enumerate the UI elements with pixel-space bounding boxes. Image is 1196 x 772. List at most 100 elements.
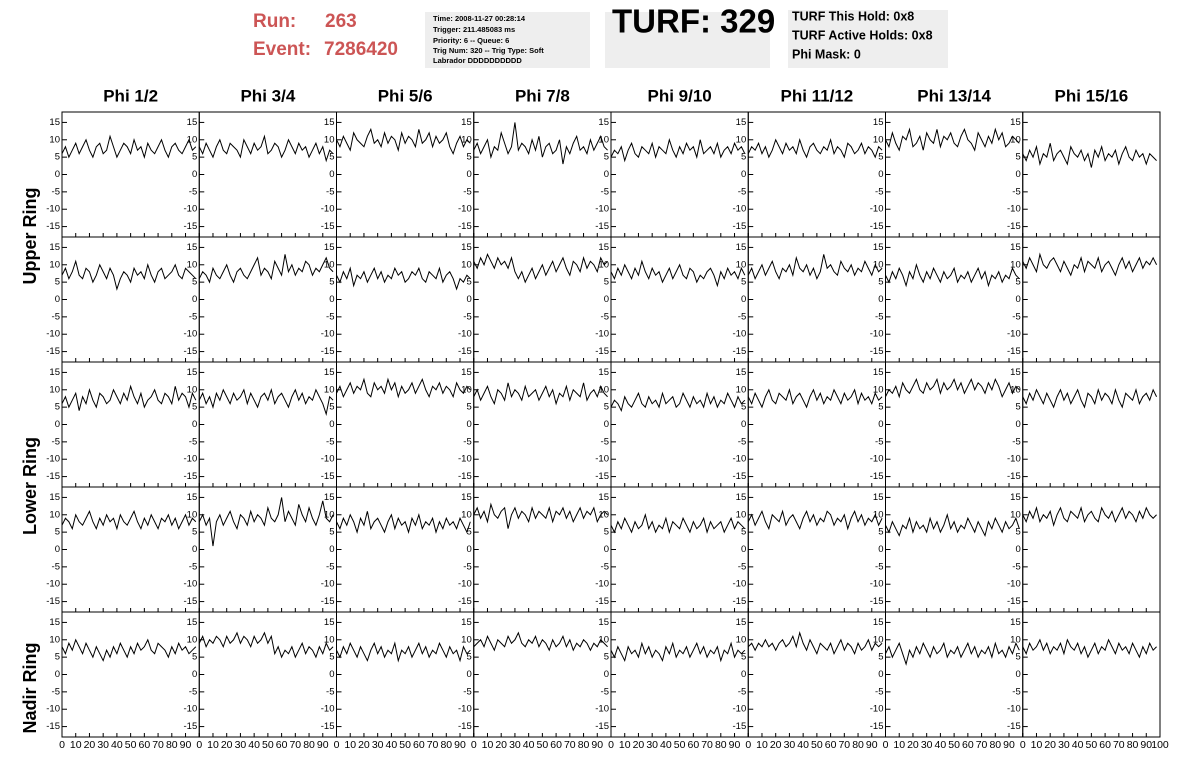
waveform <box>61 259 197 291</box>
x-tick-label: 0 <box>59 739 65 751</box>
waveform <box>885 512 1020 538</box>
column-header: Phi 15/16 <box>1055 86 1129 105</box>
column-header: Phi 1/2 <box>103 86 158 105</box>
y-tick-label: -5 <box>52 311 60 322</box>
y-tick-label: 10 <box>324 384 335 395</box>
waveform <box>473 502 608 529</box>
x-tick-label: 40 <box>523 739 535 751</box>
y-tick-label: 5 <box>192 402 197 413</box>
y-tick-label: 0 <box>55 419 60 430</box>
y-tick-label: 0 <box>741 294 746 305</box>
y-tick-label: -15 <box>733 721 747 732</box>
waveform <box>473 382 608 406</box>
y-tick-label: 10 <box>598 634 609 645</box>
y-tick-label: -15 <box>46 596 60 607</box>
y-tick-label: -10 <box>870 204 884 215</box>
y-tick-label: -10 <box>1007 204 1021 215</box>
y-tick-label: 5 <box>741 402 746 413</box>
info-line: Priority: 6 -- Queue: 6 <box>433 36 509 45</box>
column-header: Phi 11/12 <box>780 86 853 105</box>
y-tick-label: 15 <box>187 492 198 503</box>
y-tick-label: 10 <box>736 134 747 145</box>
y-tick-label: -15 <box>595 596 609 607</box>
y-tick-label: -5 <box>463 311 471 322</box>
y-tick-label: -5 <box>738 311 746 322</box>
y-tick-label: 15 <box>49 492 60 503</box>
y-tick-label: -5 <box>601 311 609 322</box>
y-tick-label: 10 <box>598 134 609 145</box>
y-tick-label: 10 <box>49 259 60 270</box>
y-tick-label: -5 <box>326 686 334 697</box>
y-tick-label: -5 <box>1012 436 1020 447</box>
x-tick-label: 70 <box>564 739 576 751</box>
y-tick-label: 15 <box>736 617 747 628</box>
y-tick-label: -15 <box>733 346 747 357</box>
waveform <box>473 253 608 284</box>
x-tick-label: 80 <box>303 739 315 751</box>
y-tick-label: 15 <box>1010 617 1021 628</box>
column-header: Phi 9/10 <box>647 86 711 105</box>
waveform <box>336 377 471 399</box>
ring-label: Lower Ring <box>20 437 40 535</box>
y-tick-label: -10 <box>458 704 472 715</box>
y-tick-label: -10 <box>458 579 472 590</box>
y-tick-label: 15 <box>324 117 335 128</box>
y-tick-label: -5 <box>463 436 471 447</box>
waveform <box>336 127 471 155</box>
y-tick-label: -15 <box>46 221 60 232</box>
x-tick-label: 30 <box>921 739 933 751</box>
y-tick-label: 15 <box>187 117 198 128</box>
y-tick-label: 0 <box>466 169 471 180</box>
x-tick-label: 10 <box>70 739 82 751</box>
y-tick-label: 0 <box>55 169 60 180</box>
y-tick-label: -10 <box>46 454 60 465</box>
y-tick-label: 0 <box>466 294 471 305</box>
y-tick-label: -15 <box>46 346 60 357</box>
panel-frame <box>61 361 200 488</box>
waveform <box>336 266 471 291</box>
y-tick-label: -10 <box>1007 329 1021 340</box>
y-tick-label: 10 <box>1010 634 1021 645</box>
y-tick-label: -15 <box>870 346 884 357</box>
x-tick-label: 70 <box>152 739 164 751</box>
y-tick-label: 10 <box>461 634 472 645</box>
waveform <box>473 122 608 165</box>
y-tick-label: 10 <box>324 134 335 145</box>
y-tick-label: 10 <box>461 509 472 520</box>
y-tick-label: 5 <box>466 652 471 663</box>
panel-frame <box>610 361 749 488</box>
y-tick-label: 15 <box>736 117 747 128</box>
y-tick-label: 5 <box>604 152 609 163</box>
y-tick-label: -5 <box>1012 686 1020 697</box>
y-tick-label: -10 <box>46 329 60 340</box>
x-tick-label: 80 <box>578 739 590 751</box>
y-tick-label: -15 <box>458 471 472 482</box>
panel-frame <box>61 111 200 238</box>
y-tick-label: 15 <box>461 617 472 628</box>
waveform <box>198 134 334 163</box>
y-tick-label: 10 <box>461 259 472 270</box>
x-tick-label: 60 <box>825 739 837 751</box>
x-tick-label: 60 <box>413 739 425 751</box>
y-tick-label: 5 <box>466 152 471 163</box>
y-tick-label: 10 <box>324 259 335 270</box>
y-tick-label: -10 <box>46 579 60 590</box>
y-tick-label: 0 <box>329 419 334 430</box>
y-tick-label: 0 <box>55 544 60 555</box>
x-tick-label: 60 <box>550 739 562 751</box>
x-tick-label: 90 <box>591 739 603 751</box>
y-tick-label: 15 <box>873 117 884 128</box>
y-tick-label: 10 <box>873 634 884 645</box>
x-tick-label: 40 <box>660 739 672 751</box>
y-tick-label: -5 <box>1012 186 1020 197</box>
x-tick-label: 30 <box>509 739 521 751</box>
waveform <box>885 127 1020 152</box>
y-tick-label: 5 <box>878 527 883 538</box>
y-tick-label: 15 <box>736 367 747 378</box>
y-tick-label: 5 <box>329 527 334 538</box>
info-line: Labrador DDDDDDDDDD <box>433 56 522 65</box>
y-tick-label: -15 <box>321 721 335 732</box>
y-tick-label: -10 <box>46 204 60 215</box>
y-tick-label: 0 <box>1015 669 1020 680</box>
y-tick-label: -15 <box>595 471 609 482</box>
